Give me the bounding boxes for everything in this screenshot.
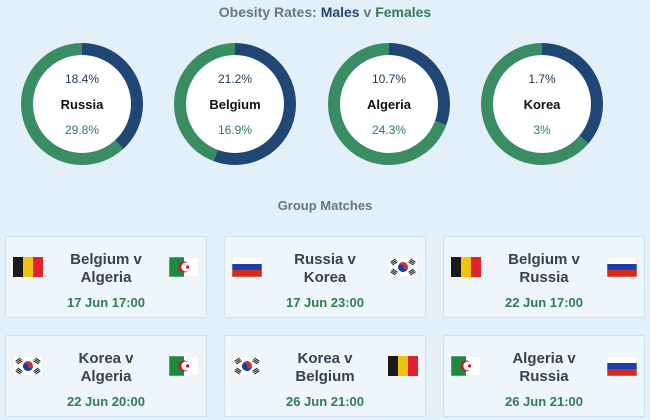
match-line-2: Belgium (295, 368, 355, 385)
title-females: Females (375, 4, 432, 20)
title-males: Males (320, 4, 360, 20)
belgium-flag-icon (388, 356, 418, 376)
match-card[interactable]: Korea v Algeria 22 Jun 20:00 (5, 335, 207, 417)
belgium-flag-icon (451, 257, 481, 277)
korea-flag-icon (388, 257, 418, 277)
match-line-1: Russia v (294, 251, 356, 268)
match-line-1: Belgium v (508, 251, 580, 268)
chart-title: Obesity Rates: Males v Females (0, 4, 650, 20)
match-teams: Algeria v Russia (484, 350, 604, 386)
match-line-2: Algeria (80, 269, 132, 286)
match-card[interactable]: Algeria v Russia 26 Jun 21:00 (443, 335, 645, 417)
female-rate-label: 16.9% (217, 123, 253, 137)
match-teams: Belgium v Algeria (46, 251, 166, 287)
female-rate-label: 24.3% (371, 123, 407, 137)
match-teams: Korea v Belgium (265, 350, 385, 386)
country-label: Belgium (209, 97, 261, 112)
male-rate-label: 1.7% (528, 72, 556, 86)
donut-korea: 1.7% Korea 3% (480, 42, 604, 166)
male-rate-label: 10.7% (371, 72, 407, 86)
donut-belgium: 21.2% Belgium 16.9% (173, 42, 297, 166)
donut-center (340, 55, 438, 153)
country-label: Russia (60, 97, 104, 112)
match-time: 17 Jun 17:00 (66, 295, 146, 310)
match-line-1: Algeria v (512, 350, 576, 367)
male-rate-label: 21.2% (217, 72, 253, 86)
donut-slice-male (21, 43, 143, 165)
russia-flag-icon (607, 257, 637, 277)
title-prefix: Obesity Rates: (218, 4, 317, 20)
match-teams: Belgium v Russia (484, 251, 604, 287)
female-rate-label: 29.8% (64, 123, 100, 137)
donut-slice-male (328, 43, 450, 165)
russia-flag-icon (607, 356, 637, 376)
match-card[interactable]: Belgium v Russia 22 Jun 17:00 (443, 236, 645, 318)
match-teams: Russia v Korea (265, 251, 385, 287)
donut-charts: 18.4% Russia 29.8% 21.2% Belgium 16.9% 10.7% Al… (0, 0, 650, 180)
donut-slice-male (481, 43, 603, 165)
match-time: 17 Jun 23:00 (285, 295, 365, 310)
belgium-flag-icon (13, 257, 43, 277)
country-label: Algeria (366, 97, 412, 112)
korea-flag-icon (13, 356, 43, 376)
donut-center (33, 55, 131, 153)
donut-svg (174, 43, 296, 165)
match-line-1: Belgium v (70, 251, 142, 268)
match-time: 26 Jun 21:00 (285, 394, 365, 409)
match-line-1: Korea v (78, 350, 134, 367)
match-line-2: Algeria (80, 368, 132, 385)
match-card[interactable]: Belgium v Algeria 17 Jun 17:00 (5, 236, 207, 318)
match-line-2: Korea (303, 269, 347, 286)
match-time: 22 Jun 17:00 (504, 295, 584, 310)
match-card[interactable]: Korea v Belgium 26 Jun 21:00 (224, 335, 426, 417)
match-teams: Korea v Algeria (46, 350, 166, 386)
donut-center (493, 55, 591, 153)
donut-svg (328, 43, 450, 165)
match-line-2: Russia (519, 269, 569, 286)
donut-russia: 18.4% Russia 29.8% (20, 42, 144, 166)
algeria-flag-icon (169, 356, 199, 376)
match-time: 26 Jun 21:00 (504, 394, 584, 409)
match-line-1: Korea v (297, 350, 353, 367)
group-matches-heading: Group Matches (277, 198, 373, 213)
algeria-flag-icon (451, 356, 481, 376)
algeria-flag-icon (169, 257, 199, 277)
donut-svg (481, 43, 603, 165)
match-line-2: Russia (519, 368, 569, 385)
donut-slice-male (174, 43, 296, 165)
match-card[interactable]: Russia v Korea 17 Jun 23:00 (224, 236, 426, 318)
donut-algeria: 10.7% Algeria 24.3% (327, 42, 451, 166)
donut-center (186, 55, 284, 153)
russia-flag-icon (232, 257, 262, 277)
female-rate-label: 3% (533, 123, 551, 137)
country-label: Korea (523, 97, 561, 112)
korea-flag-icon (232, 356, 262, 376)
male-rate-label: 18.4% (64, 72, 100, 86)
match-time: 22 Jun 20:00 (66, 394, 146, 409)
title-v: v (363, 4, 372, 20)
donut-svg (21, 43, 143, 165)
